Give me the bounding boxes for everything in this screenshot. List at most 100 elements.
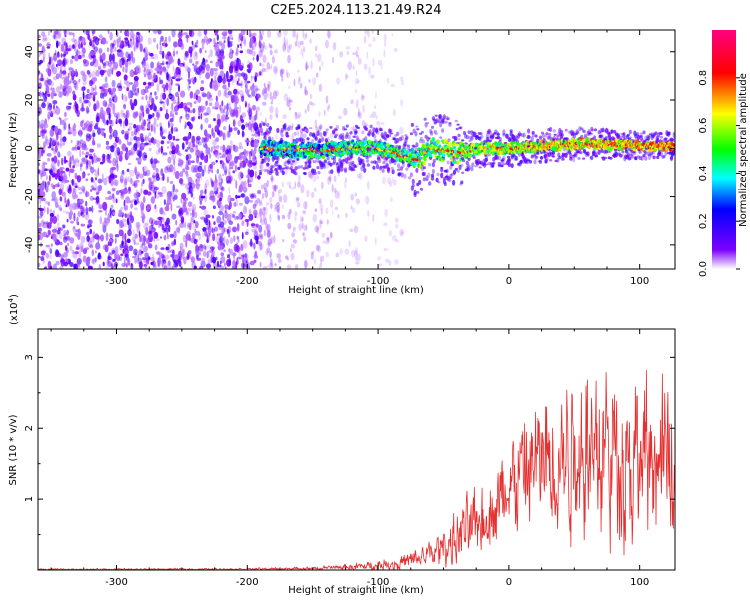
spectrogram-cell — [350, 205, 353, 210]
spectrogram-cell — [172, 135, 176, 141]
spectrogram-cell — [132, 92, 137, 96]
spectrogram-cell — [185, 65, 190, 72]
spectrogram-cell — [81, 157, 86, 163]
spectrogram-cell — [152, 139, 155, 145]
spectrogram-cell — [75, 68, 78, 78]
spectrogram-cell — [337, 214, 340, 219]
spectrogram-cell — [375, 237, 377, 245]
spectrogram-cell — [49, 248, 53, 255]
spectrogram-cell — [155, 74, 158, 82]
spectrogram-cell — [260, 131, 264, 136]
spectrogram-cell — [140, 207, 144, 216]
spectrogram-cell — [315, 157, 319, 163]
spectrogram-cell — [313, 171, 317, 175]
spectrogram-cell — [108, 160, 112, 164]
spectrogram-cell — [217, 61, 220, 67]
spectrogram-cell — [303, 45, 305, 54]
spectrogram-cell — [76, 146, 81, 150]
spectrogram-cell — [137, 161, 142, 165]
spectrogram-cell — [299, 154, 303, 158]
spectrogram-cell — [46, 46, 51, 49]
spectrogram-cell — [296, 158, 300, 161]
spectrogram-cell — [348, 157, 352, 161]
spectrogram-cell — [241, 231, 244, 240]
spectrogram-cell — [204, 112, 210, 116]
spectrogram-cell — [120, 194, 124, 199]
spectrogram-cell — [151, 97, 155, 106]
spectrogram-cell — [194, 165, 200, 173]
spectrogram-cell — [204, 183, 207, 192]
spectrogram-cell — [52, 100, 58, 105]
spectrogram-cell — [78, 191, 83, 195]
spectrogram-cell — [49, 169, 53, 174]
spectrogram-cell — [119, 150, 124, 156]
spectrogram-cell — [156, 83, 160, 93]
spectrogram-cell — [217, 52, 223, 60]
spectrogram-cell — [236, 195, 241, 199]
spectrogram-cell — [186, 255, 190, 260]
spectrogram-cell — [326, 236, 330, 240]
spectrogram-cell — [237, 120, 242, 127]
spectrogram-cell — [289, 157, 293, 162]
spectrogram-cell — [205, 179, 210, 188]
spectrogram-cell — [510, 157, 514, 160]
spectrogram-cell — [302, 30, 305, 37]
spectrogram-cell — [226, 229, 229, 235]
spectrogram-cell — [515, 156, 519, 161]
spectrogram-cell — [315, 151, 319, 155]
spectrogram-cell — [271, 184, 275, 189]
spectrogram-cell — [44, 138, 50, 146]
spectrogram-cell — [99, 234, 105, 242]
spectrogram-cell — [330, 169, 334, 175]
spectrogram-cell — [434, 132, 438, 135]
spectrogram-cell — [80, 245, 84, 252]
spectrogram-cell — [430, 130, 434, 136]
spectrogram-cell — [177, 95, 180, 105]
spectrogram-cell — [122, 188, 128, 195]
spectrogram-cell — [184, 50, 189, 57]
spectrogram-cell — [128, 238, 131, 243]
spectrogram-cell — [96, 100, 100, 109]
spectrogram-cell — [168, 122, 174, 127]
spectrogram-cell — [87, 265, 93, 269]
spectrogram-cell — [56, 229, 61, 235]
spectrogram-cell — [107, 254, 111, 259]
spectrogram-cell — [287, 212, 291, 220]
spectrogram-cell — [93, 58, 99, 68]
spectrogram-cell — [375, 149, 379, 154]
spectrogram-cell — [94, 177, 98, 181]
spectrogram-cell — [94, 37, 100, 46]
spectrogram-cell — [94, 84, 97, 92]
spectrogram-cell — [85, 178, 89, 182]
spectrogram-cell — [258, 233, 263, 238]
spectrogram-cell — [157, 257, 162, 266]
spectrogram-cell — [254, 235, 259, 241]
spectrogram-cell — [217, 130, 223, 137]
spectrogram-cell — [80, 161, 83, 167]
spectrogram-cell — [149, 104, 153, 111]
spectrogram-cell — [216, 153, 220, 160]
spectrogram-cell — [155, 167, 159, 175]
spectrogram-cell — [201, 257, 206, 263]
spectrogram-cell — [247, 80, 251, 84]
spectrogram-cell — [129, 38, 132, 42]
spectrogram-cell — [45, 94, 48, 98]
spectrogram-cell — [273, 235, 276, 244]
spectrogram-cell — [231, 37, 234, 40]
spectrogram-cell — [258, 224, 263, 233]
spectrogram-cell — [354, 192, 358, 197]
spectrogram-cell — [205, 72, 211, 80]
spectrogram-cell — [315, 244, 320, 251]
spectrogram-cell — [230, 166, 234, 170]
spectrogram-cell — [72, 251, 78, 259]
spectrogram-cell — [52, 57, 58, 60]
spectrogram-cell — [156, 139, 161, 148]
spectrogram-cell — [164, 36, 168, 42]
spectrogram-cell — [186, 211, 189, 215]
spectrogram-cell — [145, 86, 149, 90]
spectrogram-cell — [140, 88, 146, 96]
spectrogram-cell — [296, 156, 300, 159]
spectrogram-cell — [441, 153, 446, 158]
spectrogram-cell — [371, 30, 375, 34]
spectrogram-cell — [192, 63, 195, 66]
